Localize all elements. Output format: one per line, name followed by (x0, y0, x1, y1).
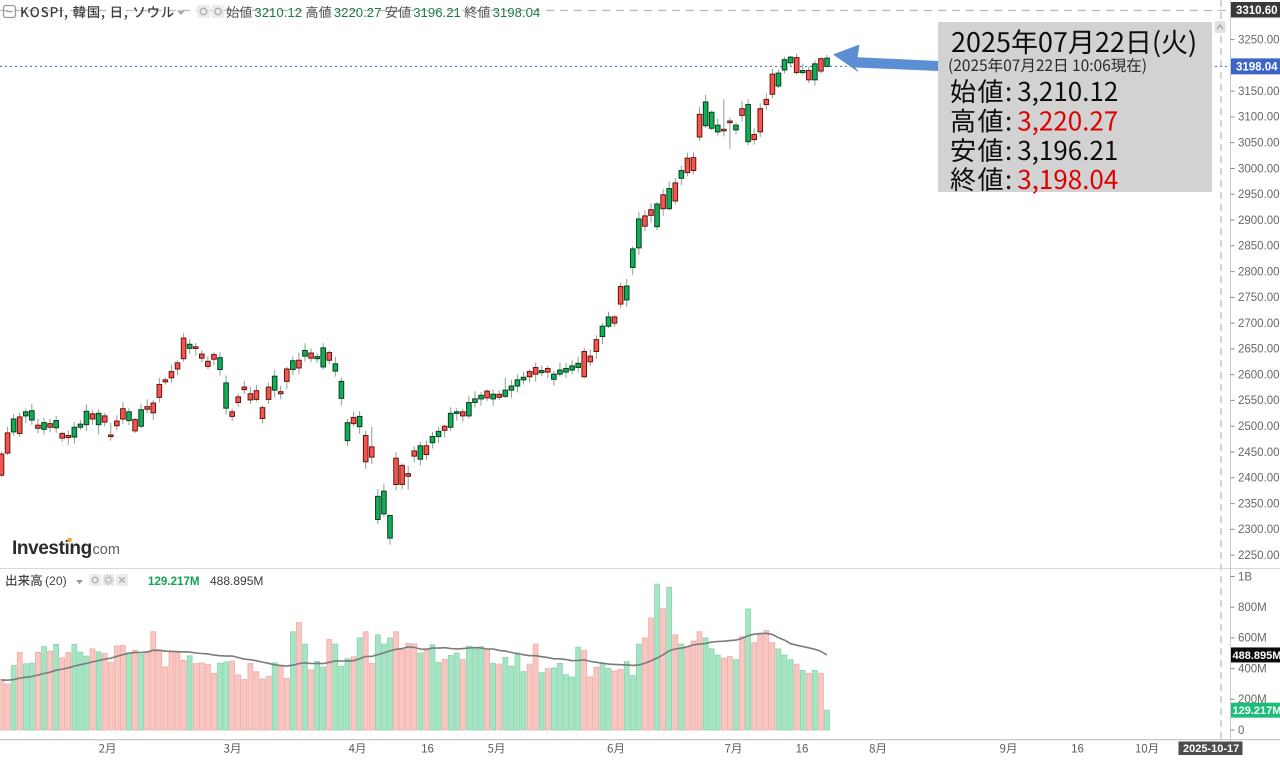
svg-text:488.895M: 488.895M (1233, 650, 1280, 662)
svg-text:.com: .com (89, 542, 120, 558)
svg-text:3196.21: 3196.21 (413, 5, 461, 20)
svg-text:3310.60: 3310.60 (1236, 5, 1278, 17)
svg-text:2950.00: 2950.00 (1238, 189, 1280, 201)
svg-text:3220.27: 3220.27 (334, 5, 382, 20)
svg-text:16: 16 (1071, 744, 1084, 756)
svg-text:2400.00: 2400.00 (1238, 473, 1280, 485)
svg-text:2550.00: 2550.00 (1238, 395, 1280, 407)
svg-text:400M: 400M (1238, 663, 1267, 675)
svg-text:3150.00: 3150.00 (1238, 86, 1280, 98)
svg-text:2450.00: 2450.00 (1238, 447, 1280, 459)
svg-text:3210.12: 3210.12 (254, 5, 302, 20)
svg-text:Investing: Investing (12, 538, 92, 559)
svg-text:3198.04: 3198.04 (493, 5, 541, 20)
svg-text:2900.00: 2900.00 (1238, 215, 1280, 227)
svg-text:3250.00: 3250.00 (1238, 34, 1280, 46)
svg-text:3050.00: 3050.00 (1238, 138, 1280, 150)
svg-text:2600.00: 2600.00 (1238, 370, 1280, 382)
svg-text:16: 16 (421, 744, 434, 756)
svg-text:2025-10-17: 2025-10-17 (1183, 743, 1239, 755)
svg-text:488.895M: 488.895M (210, 574, 263, 588)
svg-text:2500.00: 2500.00 (1238, 421, 1280, 433)
svg-text:800M: 800M (1238, 602, 1267, 614)
svg-text:2250.00: 2250.00 (1238, 550, 1280, 562)
svg-text:2850.00: 2850.00 (1238, 241, 1280, 253)
svg-text:3000.00: 3000.00 (1238, 163, 1280, 175)
svg-text:2350.00: 2350.00 (1238, 498, 1280, 510)
svg-text:1B: 1B (1238, 571, 1252, 583)
svg-text:3198.04: 3198.04 (1236, 61, 1278, 73)
svg-text:2300.00: 2300.00 (1238, 524, 1280, 536)
svg-text:129.217M: 129.217M (148, 575, 200, 588)
svg-text:2750.00: 2750.00 (1238, 292, 1280, 304)
svg-text:(20): (20) (45, 574, 67, 588)
svg-text:2700.00: 2700.00 (1238, 318, 1280, 330)
svg-text:0: 0 (1238, 725, 1244, 737)
svg-text:600M: 600M (1238, 633, 1267, 645)
svg-text:3100.00: 3100.00 (1238, 112, 1280, 124)
svg-text:129.217M: 129.217M (1233, 705, 1280, 717)
svg-text:2650.00: 2650.00 (1238, 344, 1280, 356)
svg-text:2800.00: 2800.00 (1238, 266, 1280, 278)
svg-text:16: 16 (796, 744, 809, 756)
